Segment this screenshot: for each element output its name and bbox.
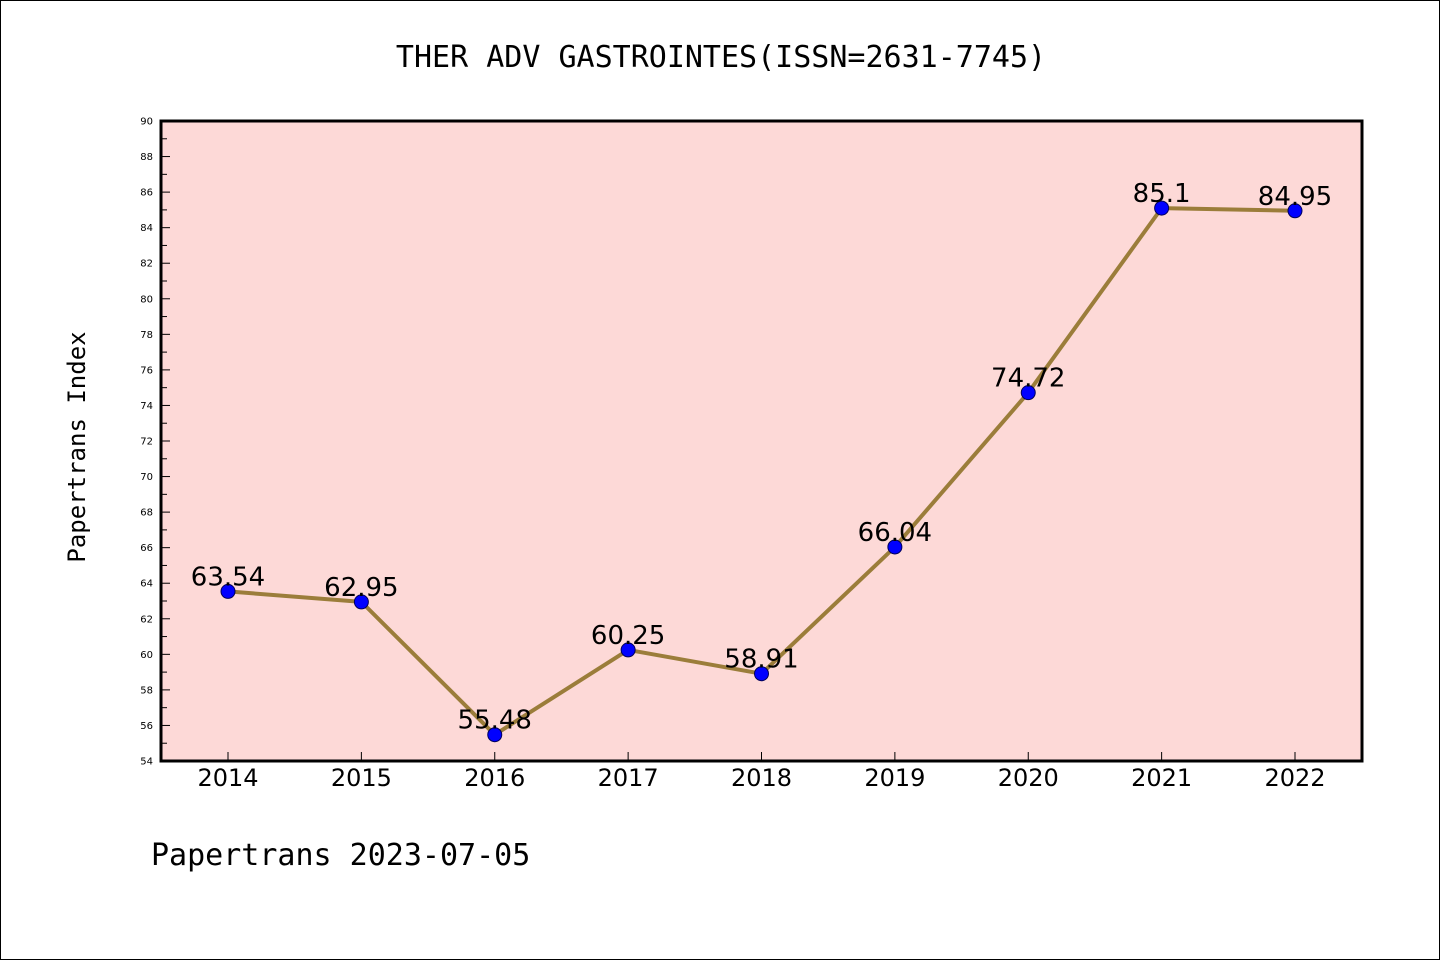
data-point bbox=[1287, 203, 1303, 219]
data-point bbox=[887, 539, 903, 555]
x-tick-label: 2018 bbox=[731, 764, 792, 792]
y-tick-label: 66 bbox=[140, 543, 153, 554]
data-point bbox=[353, 594, 369, 610]
x-tick-label: 2016 bbox=[464, 764, 525, 792]
y-tick-label: 74 bbox=[140, 401, 153, 412]
y-axis-label: Papertrans Index bbox=[63, 331, 91, 562]
data-label: 85.1 bbox=[1133, 179, 1191, 209]
data-label: 58.91 bbox=[724, 645, 798, 675]
x-tick-label: 2014 bbox=[197, 764, 258, 792]
y-tick-label: 80 bbox=[140, 294, 153, 305]
data-point bbox=[1020, 385, 1036, 401]
y-tick-label: 88 bbox=[140, 152, 153, 163]
chart-footer: Papertrans 2023-07-05 bbox=[151, 838, 530, 873]
data-markers bbox=[220, 200, 1303, 743]
data-label: 55.48 bbox=[458, 706, 532, 736]
data-label: 62.95 bbox=[324, 573, 398, 603]
y-tick-label: 90 bbox=[140, 117, 153, 128]
y-tick-label: 54 bbox=[140, 757, 153, 768]
y-tick-label: 60 bbox=[140, 650, 153, 661]
chart-title: THER ADV GASTROINTES(ISSN=2631-7745) bbox=[396, 40, 1046, 75]
x-tick-label: 2022 bbox=[1264, 764, 1325, 792]
x-tick-label: 2017 bbox=[598, 764, 659, 792]
y-tick-label: 68 bbox=[140, 508, 153, 519]
x-tick-label: 2020 bbox=[998, 764, 1059, 792]
x-tick-label: 2015 bbox=[331, 764, 392, 792]
data-point bbox=[220, 583, 236, 599]
data-labels: 63.54 62.95 55.48 60.25 58.91 66.04 74.72 85.1 8… bbox=[191, 179, 1332, 736]
y-tick-label: 64 bbox=[140, 579, 153, 590]
plot-area bbox=[161, 121, 1362, 761]
data-point bbox=[754, 666, 769, 682]
x-tick-label: 2021 bbox=[1131, 764, 1192, 792]
data-point bbox=[620, 642, 636, 658]
y-tick-label: 76 bbox=[140, 365, 153, 376]
y-tick-label: 84 bbox=[140, 223, 153, 234]
data-label: 84.95 bbox=[1258, 182, 1332, 212]
data-label: 74.72 bbox=[991, 364, 1065, 394]
y-tick-label: 58 bbox=[140, 685, 153, 696]
y-tick-label: 82 bbox=[140, 259, 153, 270]
data-label: 63.54 bbox=[191, 562, 265, 592]
data-point bbox=[487, 727, 503, 743]
plot-border bbox=[159, 119, 1364, 763]
y-tick-label: 56 bbox=[140, 721, 153, 732]
x-axis-ticks: 2014 2015 2016 2017 2018 2019 2020 2021 2022 bbox=[197, 752, 1326, 792]
data-point bbox=[1154, 200, 1170, 216]
data-label: 60.25 bbox=[591, 621, 665, 651]
data-label: 66.04 bbox=[858, 518, 932, 548]
y-tick-label: 72 bbox=[140, 437, 153, 448]
x-tick-label: 2019 bbox=[864, 764, 925, 792]
y-tick-label: 86 bbox=[140, 188, 153, 199]
y-tick-label: 78 bbox=[140, 330, 153, 341]
y-tick-label: 70 bbox=[140, 472, 153, 483]
y-tick-label: 62 bbox=[140, 614, 153, 625]
